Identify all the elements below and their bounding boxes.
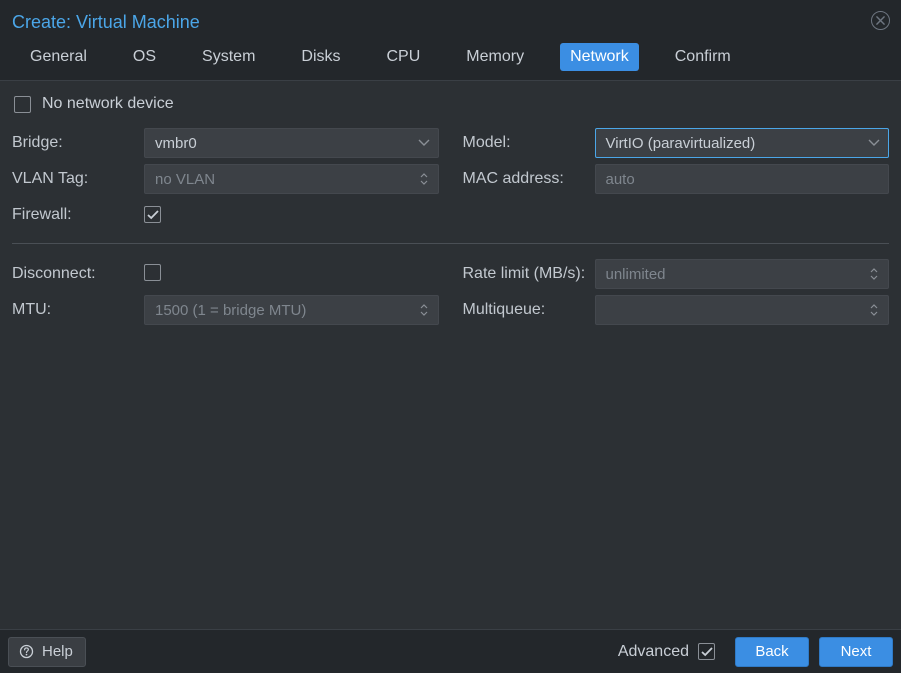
footer-bar: Help Advanced Back Next bbox=[0, 629, 901, 673]
next-button[interactable]: Next bbox=[819, 637, 893, 667]
vlan-placeholder: no VLAN bbox=[155, 171, 215, 188]
back-button[interactable]: Back bbox=[735, 637, 809, 667]
titlebar: Create: Virtual Machine bbox=[0, 0, 901, 44]
chevron-down-icon bbox=[864, 129, 884, 157]
back-label: Back bbox=[755, 643, 788, 660]
multiqueue-label: Multiqueue: bbox=[463, 301, 595, 319]
mac-placeholder: auto bbox=[606, 171, 635, 188]
rate-label: Rate limit (MB/s): bbox=[463, 265, 595, 283]
spinner-arrows-icon bbox=[864, 260, 884, 288]
next-label: Next bbox=[841, 643, 872, 660]
bridge-label: Bridge: bbox=[12, 134, 144, 152]
mtu-label: MTU: bbox=[12, 301, 144, 319]
section-divider bbox=[12, 243, 889, 244]
firewall-label: Firewall: bbox=[12, 206, 144, 224]
tab-strip: General OS System Disks CPU Memory Netwo… bbox=[0, 44, 901, 80]
mtu-placeholder: 1500 (1 = bridge MTU) bbox=[155, 302, 306, 319]
close-icon bbox=[876, 16, 885, 25]
advanced-toggle: Advanced bbox=[618, 643, 715, 661]
tab-disks[interactable]: Disks bbox=[291, 43, 350, 71]
close-button[interactable] bbox=[871, 11, 890, 30]
tab-network[interactable]: Network bbox=[560, 43, 639, 71]
disconnect-checkbox[interactable] bbox=[144, 264, 161, 281]
model-select[interactable]: VirtIO (paravirtualized) bbox=[595, 128, 890, 158]
bridge-select[interactable]: vmbr0 bbox=[144, 128, 439, 158]
row-disconnect: Disconnect: bbox=[12, 256, 439, 292]
tab-confirm[interactable]: Confirm bbox=[665, 43, 741, 71]
help-icon bbox=[19, 644, 34, 659]
disconnect-label: Disconnect: bbox=[12, 265, 144, 283]
col-right: Model: VirtIO (paravirtualized) MAC addr… bbox=[463, 125, 890, 233]
tab-system[interactable]: System bbox=[192, 43, 265, 71]
vlan-input[interactable]: no VLAN bbox=[144, 164, 439, 194]
form-body: No network device Bridge: vmbr0 bbox=[0, 80, 901, 629]
row-mac: MAC address: auto bbox=[463, 161, 890, 197]
row-rate: Rate limit (MB/s): unlimited bbox=[463, 256, 890, 292]
form-columns-advanced: Disconnect: MTU: 1500 (1 = bridge MTU) bbox=[12, 256, 889, 328]
spinner-arrows-icon bbox=[864, 296, 884, 324]
vlan-label: VLAN Tag: bbox=[12, 170, 144, 188]
firewall-checkbox[interactable] bbox=[144, 206, 161, 223]
advanced-checkbox[interactable] bbox=[698, 643, 715, 660]
multiqueue-input[interactable] bbox=[595, 295, 890, 325]
tab-memory[interactable]: Memory bbox=[456, 43, 534, 71]
tab-cpu[interactable]: CPU bbox=[377, 43, 431, 71]
no-network-checkbox[interactable] bbox=[14, 96, 31, 113]
model-value: VirtIO (paravirtualized) bbox=[606, 135, 756, 152]
help-button[interactable]: Help bbox=[8, 637, 86, 667]
rate-input[interactable]: unlimited bbox=[595, 259, 890, 289]
rate-placeholder: unlimited bbox=[606, 266, 666, 283]
row-multiqueue: Multiqueue: bbox=[463, 292, 890, 328]
no-network-label: No network device bbox=[42, 95, 174, 113]
bridge-value: vmbr0 bbox=[155, 135, 197, 152]
chevron-down-icon bbox=[414, 129, 434, 157]
row-mtu: MTU: 1500 (1 = bridge MTU) bbox=[12, 292, 439, 328]
row-model: Model: VirtIO (paravirtualized) bbox=[463, 125, 890, 161]
help-label: Help bbox=[42, 643, 73, 660]
mac-label: MAC address: bbox=[463, 170, 595, 188]
tab-general[interactable]: General bbox=[20, 43, 97, 71]
no-network-row: No network device bbox=[12, 95, 889, 125]
window-title: Create: Virtual Machine bbox=[12, 12, 200, 33]
tab-os[interactable]: OS bbox=[123, 43, 166, 71]
col-left-adv: Disconnect: MTU: 1500 (1 = bridge MTU) bbox=[12, 256, 439, 328]
create-vm-window: Create: Virtual Machine General OS Syste… bbox=[0, 0, 901, 673]
form-columns-top: Bridge: vmbr0 VLAN Tag: bbox=[12, 125, 889, 233]
row-vlan: VLAN Tag: no VLAN bbox=[12, 161, 439, 197]
row-bridge: Bridge: vmbr0 bbox=[12, 125, 439, 161]
row-firewall: Firewall: bbox=[12, 197, 439, 233]
col-left: Bridge: vmbr0 VLAN Tag: bbox=[12, 125, 439, 233]
spinner-arrows-icon bbox=[414, 165, 434, 193]
advanced-label: Advanced bbox=[618, 643, 689, 661]
mac-input[interactable]: auto bbox=[595, 164, 890, 194]
spinner-arrows-icon bbox=[414, 296, 434, 324]
col-right-adv: Rate limit (MB/s): unlimited Multiqueue: bbox=[463, 256, 890, 328]
mtu-input[interactable]: 1500 (1 = bridge MTU) bbox=[144, 295, 439, 325]
model-label: Model: bbox=[463, 134, 595, 152]
